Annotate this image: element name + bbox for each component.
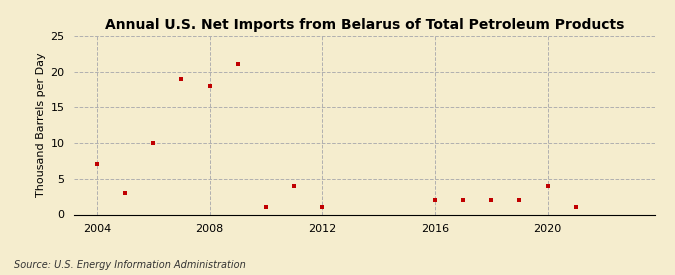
Title: Annual U.S. Net Imports from Belarus of Total Petroleum Products: Annual U.S. Net Imports from Belarus of … [105,18,624,32]
Text: Source: U.S. Energy Information Administration: Source: U.S. Energy Information Administ… [14,260,245,270]
Y-axis label: Thousand Barrels per Day: Thousand Barrels per Day [36,53,46,197]
